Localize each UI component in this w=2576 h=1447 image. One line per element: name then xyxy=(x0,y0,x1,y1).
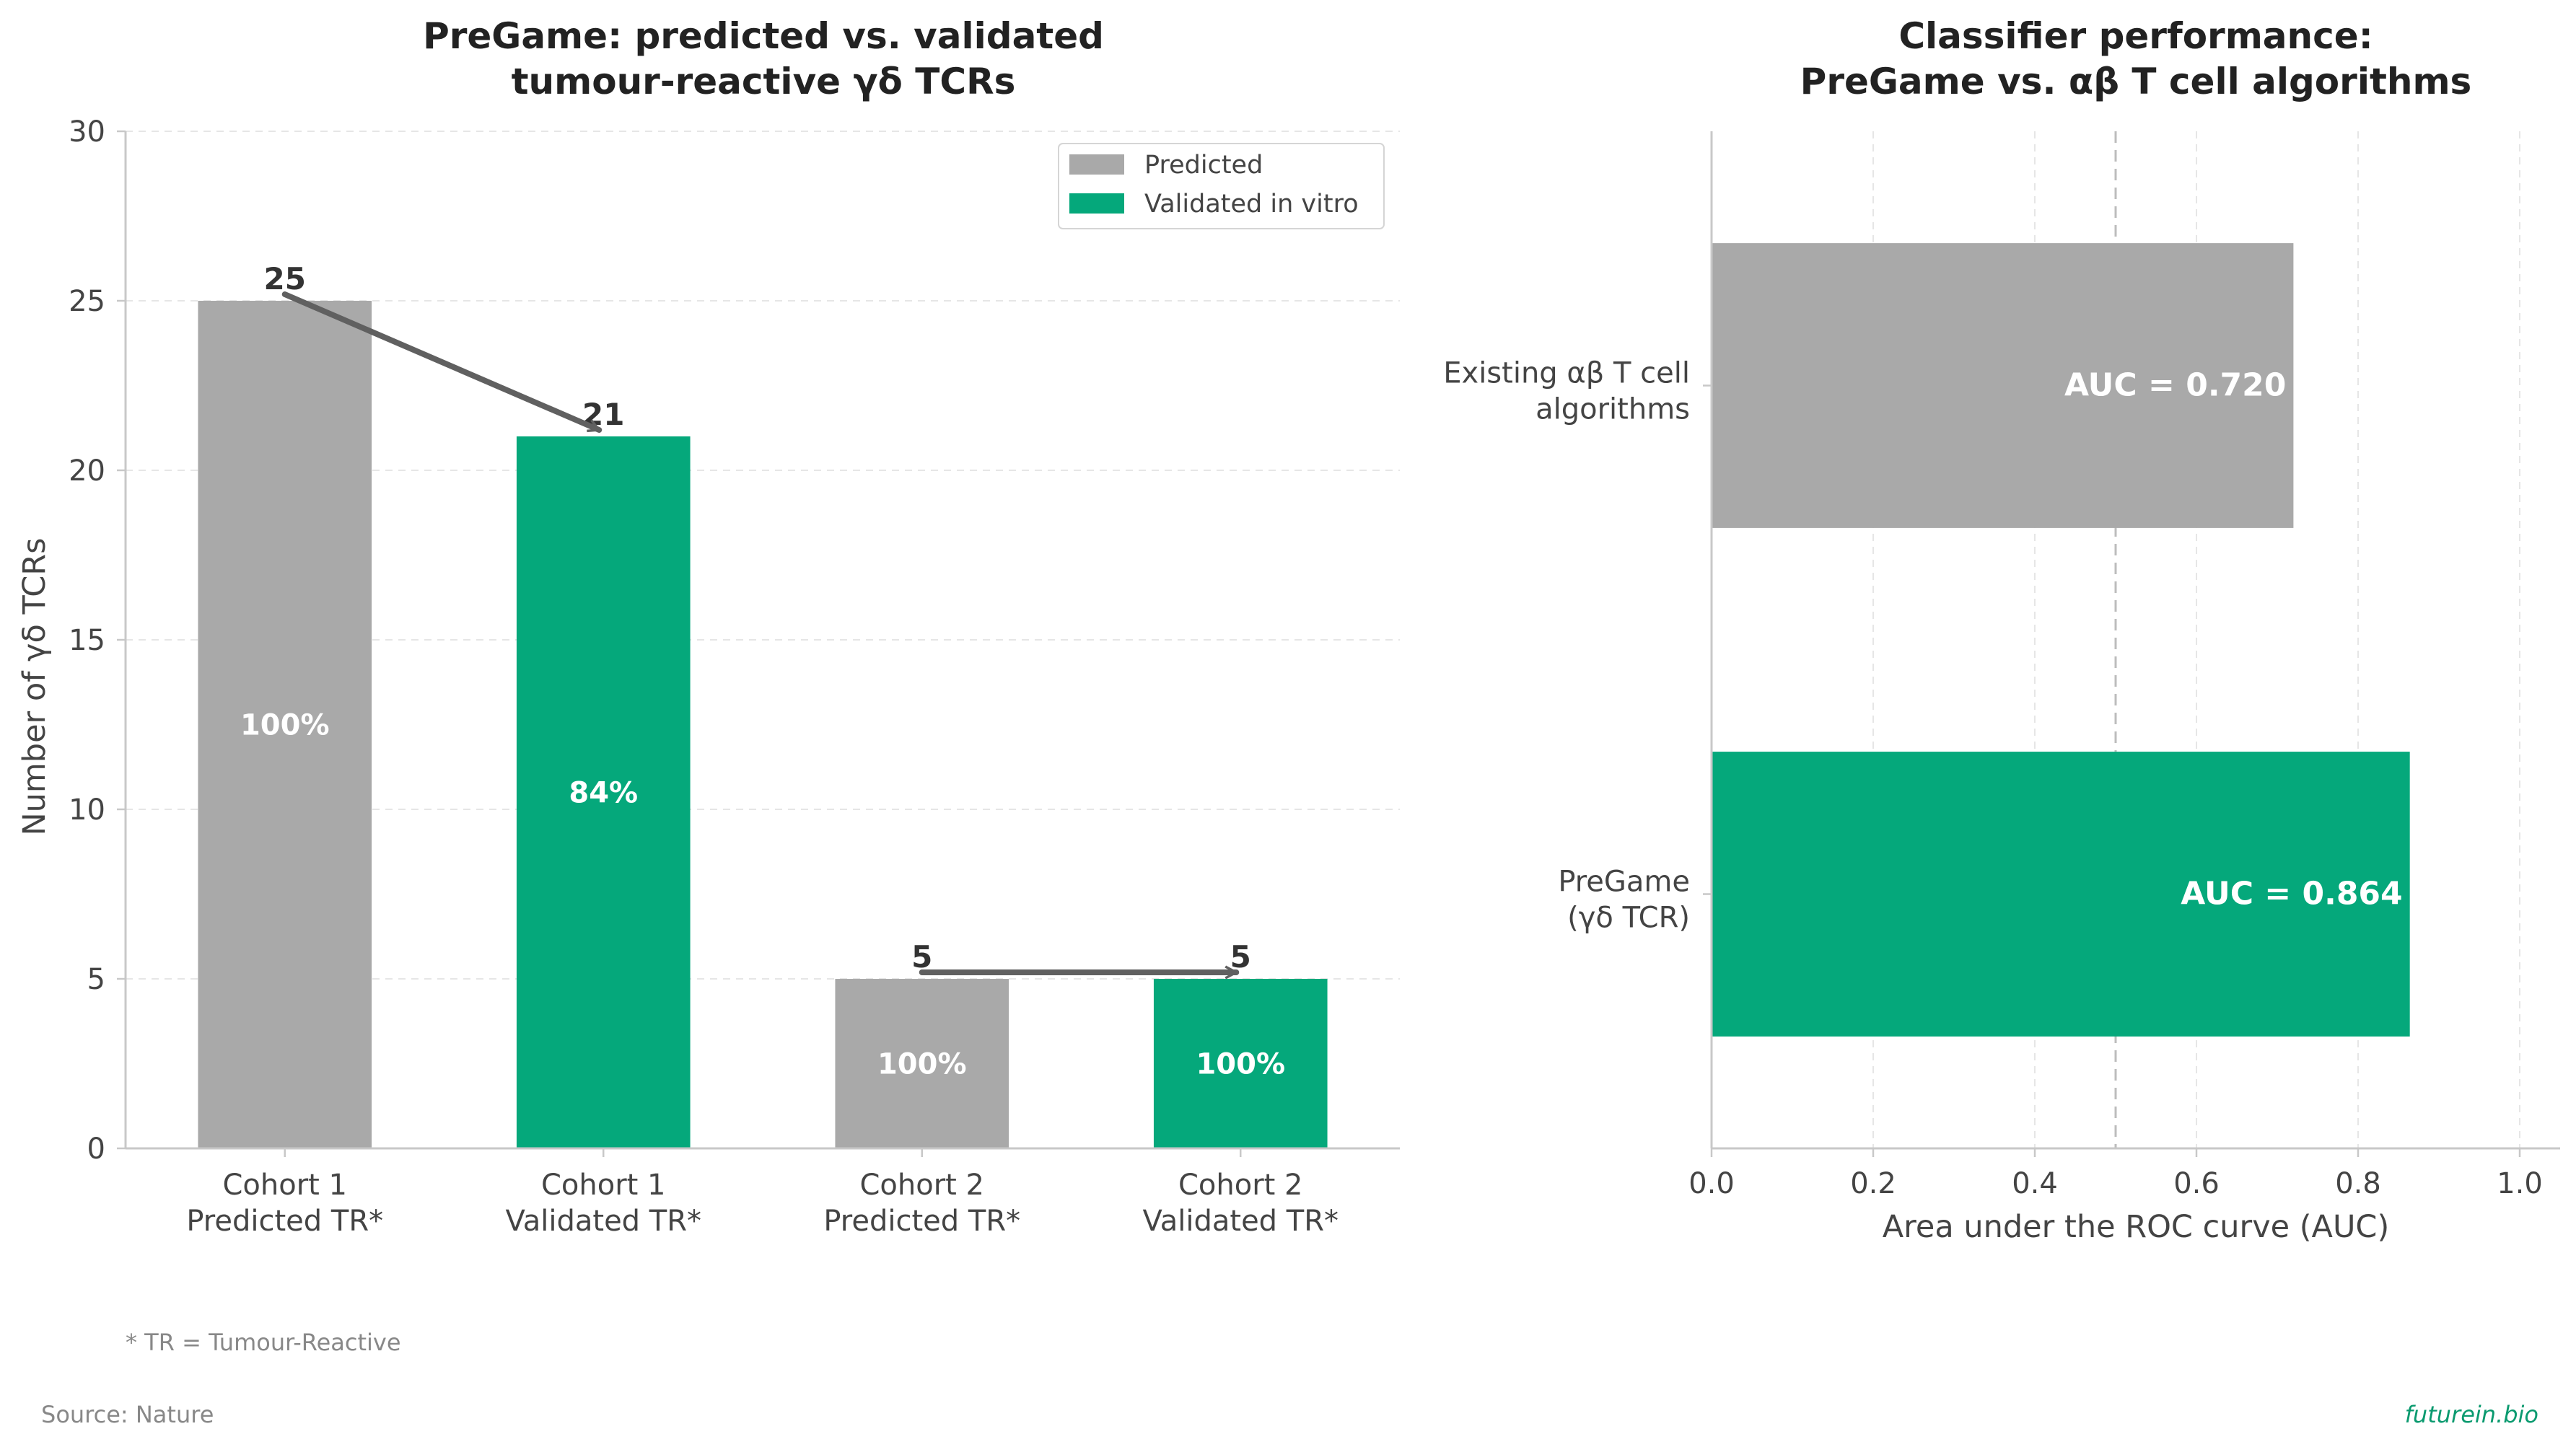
legend-swatch-validated xyxy=(1069,193,1124,214)
footnote: * TR = Tumour-Reactive xyxy=(126,1329,401,1356)
x-tick-label: 0.2 xyxy=(1850,1167,1896,1200)
right-chart-title-line-2: PreGame vs. αβ T cell algorithms xyxy=(1800,61,2472,102)
bar-percent-label: 100% xyxy=(240,709,330,742)
x-tick-label: 0.8 xyxy=(2335,1167,2381,1200)
x-tick-label: Cohort 1 xyxy=(541,1169,666,1202)
left-arrows xyxy=(281,291,1240,972)
bar-predicted xyxy=(835,979,1009,1148)
y-tick-label: (γδ TCR) xyxy=(1567,902,1690,935)
left-chart-title-line-2: tumour-reactive γδ TCRs xyxy=(512,61,1016,102)
y-tick-label: 20 xyxy=(69,454,105,488)
x-tick-label: Validated TR* xyxy=(1142,1205,1339,1238)
legend: Predicted Validated in vitro xyxy=(1058,143,1385,229)
source-note: Source: Nature xyxy=(41,1401,214,1428)
y-tick-label: 30 xyxy=(69,115,105,149)
y-tick-label: algorithms xyxy=(1535,393,1690,426)
bar-value-label: AUC = 0.720 xyxy=(2064,367,2286,404)
x-tick-label: 0.6 xyxy=(2173,1167,2220,1200)
comparison-arrow xyxy=(281,291,603,433)
legend-box xyxy=(1058,143,1385,229)
right-x-axis-label: Area under the ROC curve (AUC) xyxy=(1883,1209,2390,1245)
x-tick-label: 0.4 xyxy=(2012,1167,2058,1200)
y-tick-label: 0 xyxy=(87,1132,105,1166)
brand-mark: futurein.bio xyxy=(2405,1401,2538,1428)
bar-percent-label: 84% xyxy=(569,777,638,810)
x-tick-label: Predicted TR* xyxy=(823,1205,1020,1238)
auc-bar-chart: Classifier performance: PreGame vs. αβ T… xyxy=(1443,15,2560,1245)
x-tick-label: Cohort 1 xyxy=(222,1169,347,1202)
bar-validated xyxy=(1153,979,1328,1148)
bar-percent-label: 100% xyxy=(877,1048,967,1081)
y-tick-label: 10 xyxy=(69,793,105,827)
bar-predicted xyxy=(1712,243,2294,528)
legend-swatch-predicted xyxy=(1069,154,1124,175)
left-chart-title-line-1: PreGame: predicted vs. validated xyxy=(423,15,1104,57)
x-tick-label: Cohort 2 xyxy=(859,1169,984,1202)
y-tick-label: 15 xyxy=(69,624,105,657)
bar-predicted xyxy=(198,301,372,1148)
y-tick-label: PreGame xyxy=(1558,866,1690,899)
y-tick-label: 25 xyxy=(69,285,105,318)
legend-label-predicted: Predicted xyxy=(1144,151,1263,180)
right-bars: AUC = 0.720 AUC = 0.864 xyxy=(1712,243,2410,1037)
bar-value-label: 5 xyxy=(911,939,932,975)
legend-label-validated: Validated in vitro xyxy=(1144,190,1359,219)
bar-value-label: 5 xyxy=(1230,939,1251,975)
right-axes: 0.0 0.2 0.4 0.6 0.8 1.0 Existing αβ T cellalgo… xyxy=(1443,131,2560,1200)
y-tick-label: 5 xyxy=(87,963,105,996)
x-tick-label: 0.0 xyxy=(1688,1167,1735,1200)
bar-percent-label: 100% xyxy=(1196,1048,1285,1081)
x-tick-label: Predicted TR* xyxy=(186,1205,383,1238)
bar-value-label: AUC = 0.864 xyxy=(2181,876,2402,912)
left-y-axis-label: Number of γδ TCRs xyxy=(17,538,53,836)
bar-validated xyxy=(516,436,691,1148)
x-tick-label: Cohort 2 xyxy=(1178,1169,1303,1202)
x-tick-label: Validated TR* xyxy=(505,1205,701,1238)
right-chart-title-line-1: Classifier performance: xyxy=(1898,15,2373,57)
bar-value-label: 25 xyxy=(264,261,306,296)
cohort-bar-chart: PreGame: predicted vs. validated tumour-… xyxy=(17,15,1400,1238)
x-tick-label: 1.0 xyxy=(2497,1167,2543,1200)
y-tick-label: Existing αβ T cell xyxy=(1443,357,1690,390)
bar-validated xyxy=(1712,752,2410,1037)
